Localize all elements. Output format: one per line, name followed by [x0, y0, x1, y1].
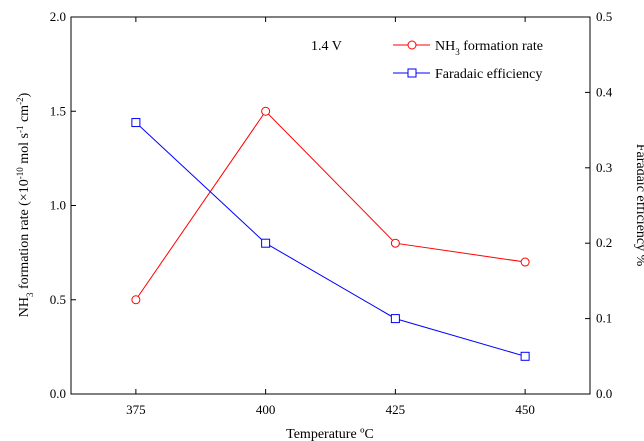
data-point-1-0	[131, 118, 141, 128]
data-point-0-1	[261, 106, 271, 116]
series-layer	[131, 106, 530, 361]
legend-marker-nh3	[407, 40, 417, 50]
x-tick-label: 400	[256, 402, 276, 417]
y-right-tick-label: 0.0	[596, 386, 612, 401]
data-point-0-0	[131, 295, 141, 305]
y-right-tick-label: 0.2	[596, 235, 612, 250]
series-line-1	[135, 122, 526, 357]
y-right-tick-label: 0.3	[596, 160, 612, 175]
legend-label-fe: Faradaic efficiency	[435, 67, 542, 82]
data-point-0-3	[520, 257, 530, 267]
axis-ticks: 375 400 425 450 0.0 0.5 1.0 1.5 2.0 0.0 0.1 0.2 0.3 0…	[50, 9, 613, 417]
data-point-1-2	[390, 314, 400, 324]
data-point-1-3	[520, 351, 530, 361]
data-point-1-1	[261, 238, 271, 248]
y-left-tick-label: 1.5	[50, 103, 66, 118]
data-point-0-2	[390, 238, 400, 248]
y-right-tick-label: 0.5	[596, 9, 612, 24]
x-tick-label: 425	[386, 402, 406, 417]
x-tick-label: 375	[126, 402, 146, 417]
y-left-tick-label: 0.0	[50, 386, 66, 401]
y-left-tick-label: 1.0	[50, 198, 66, 213]
y-axis-label-right: Faradaic efficiency %	[633, 144, 644, 267]
legend: NH3 formation rate Faradaic efficiency	[393, 39, 543, 82]
x-tick-label: 450	[515, 402, 535, 417]
y-right-tick-label: 0.1	[596, 311, 612, 326]
annotation-voltage: 1.4 V	[311, 39, 342, 54]
y-axis-label-left: NH3 formation rate (×10-10 mol s-1 cm-2)	[15, 92, 35, 317]
legend-label-nh3: NH3 formation rate	[435, 39, 543, 57]
legend-marker-fe	[407, 68, 417, 78]
y-left-tick-label: 0.5	[50, 292, 66, 307]
y-right-tick-label: 0.4	[596, 84, 613, 99]
x-axis-label: Temperature ºC	[286, 427, 374, 441]
y-left-tick-label: 2.0	[50, 9, 66, 24]
series-line-0	[135, 110, 526, 301]
